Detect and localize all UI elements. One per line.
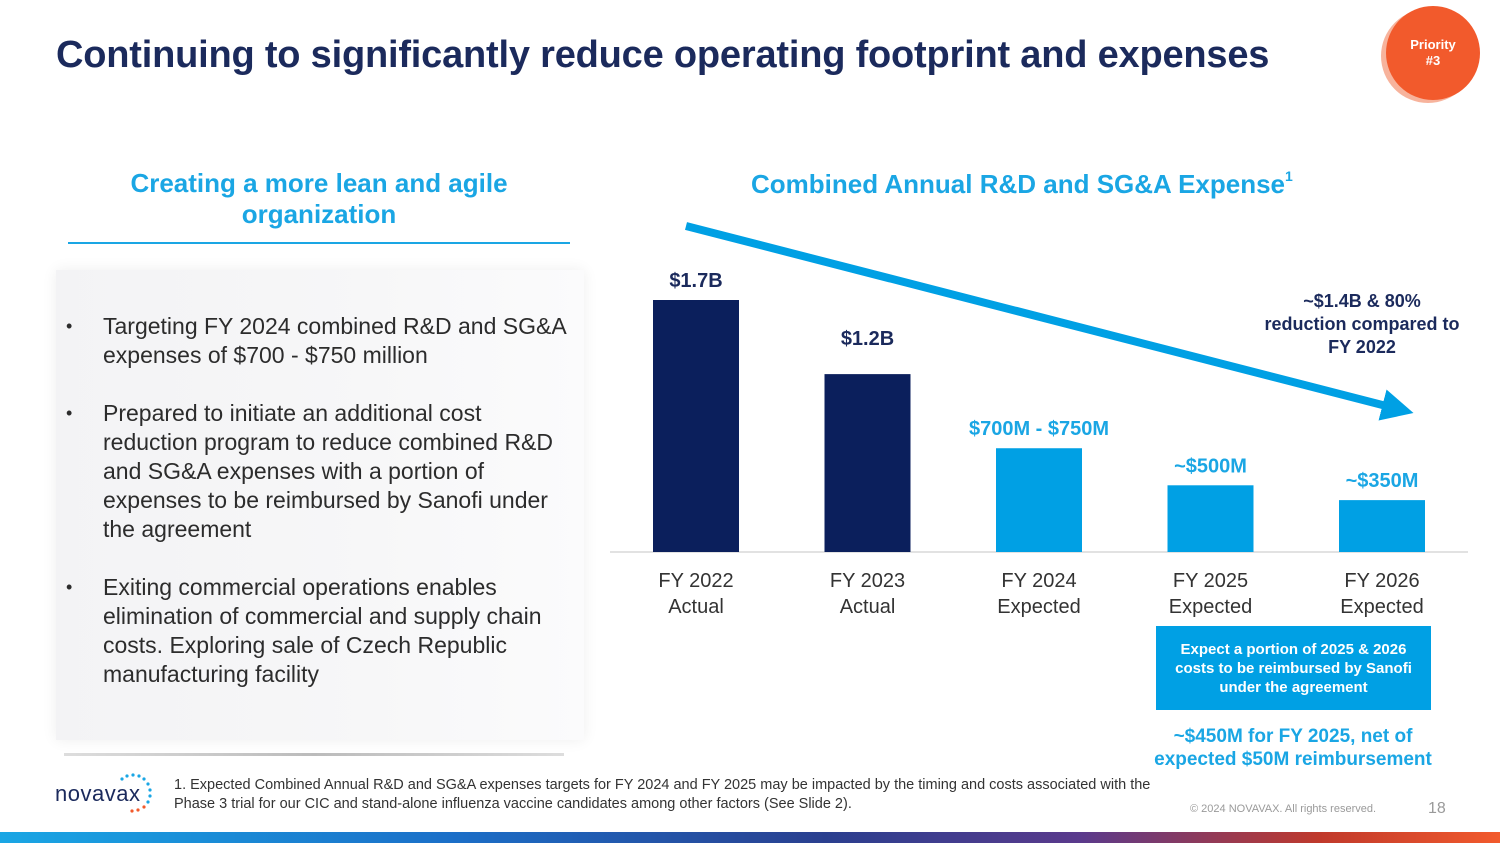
reduction-trend-arrow [685,222,1414,421]
chart-title-text: Combined Annual R&D and SG&A Expense [751,169,1286,199]
footer-gradient-bar [0,832,1500,843]
bullet-item: • Targeting FY 2024 combined R&D and SG&A… [66,312,566,370]
bar-fy-2025 [1167,485,1254,552]
novavax-logo: novavax [55,781,141,806]
bar-fy-2023 [824,374,911,552]
x-tick-label: FY 2026 [1344,570,1419,592]
bar-group: $1.7B FY 2022 Actual $1.2B FY 2023 Actual $700… [653,270,1425,618]
footnote: 1. Expected Combined Annual R&D and SG&A… [174,777,1151,812]
left-panel-bottom-divider [64,753,564,756]
bar-value-label: $1.2B [841,328,894,350]
chart-title-footnote-ref: 1 [1285,168,1293,184]
bar-value-label: ~$350M [1346,470,1419,492]
logo-dots-icon [120,773,152,813]
reimbursement-note-box: Expect a portion of 2025 & 2026 costs to… [1156,626,1431,710]
x-tick-label: Expected [997,596,1080,618]
left-panel-heading: Creating a more lean and agile organizat… [130,168,508,229]
net-expense-note: ~$450M for FY 2025, net of expected $50M… [1154,726,1432,770]
x-tick-label: Actual [840,596,896,618]
bullet-dot-icon: • [66,316,73,336]
page-title: Continuing to significantly reduce opera… [56,34,1270,76]
x-tick-label: Expected [1340,596,1423,618]
left-panel-card [56,270,584,740]
x-tick-label: FY 2023 [830,570,905,592]
bullet-text: Targeting FY 2024 combined R&D and SG&A … [103,313,566,368]
x-tick-label: Actual [668,596,724,618]
x-tick-label: Expected [1169,596,1252,618]
priority-badge-number: #3 [1425,53,1441,68]
x-tick-label: FY 2025 [1173,570,1248,592]
bullet-dot-icon: • [66,403,73,423]
priority-badge-label: Priority [1410,37,1456,52]
page-number: 18 [1428,800,1446,817]
bullet-item: • Exiting commercial operations enables e… [66,573,566,689]
bullet-item: • Prepared to initiate an additional cost… [66,399,566,544]
bar-value-label: ~$500M [1174,455,1247,477]
x-tick-label: FY 2024 [1001,570,1076,592]
chart-title: Combined Annual R&D and SG&A Expense1 [751,168,1293,200]
priority-badge: Priority #3 [1386,6,1480,100]
bar-fy-2026 [1339,500,1425,552]
bar-fy-2022 [653,300,739,552]
bullet-list: • Targeting FY 2024 combined R&D and SG&A… [66,312,566,718]
bullet-text: Exiting commercial operations enables el… [103,574,542,687]
bullet-dot-icon: • [66,577,73,597]
x-tick-label: FY 2022 [658,570,733,592]
left-heading-divider [68,242,570,244]
reduction-annotation: ~$1.4B & 80% reduction compared to FY 20… [1264,291,1460,357]
bar-value-label: $700M - $750M [969,418,1109,440]
bullet-text: Prepared to initiate an additional cost … [103,400,554,542]
bar-value-label: $1.7B [669,270,722,292]
bar-fy-2024 [996,448,1082,552]
copyright-notice: © 2024 NOVAVAX. All rights reserved. [1190,803,1377,815]
